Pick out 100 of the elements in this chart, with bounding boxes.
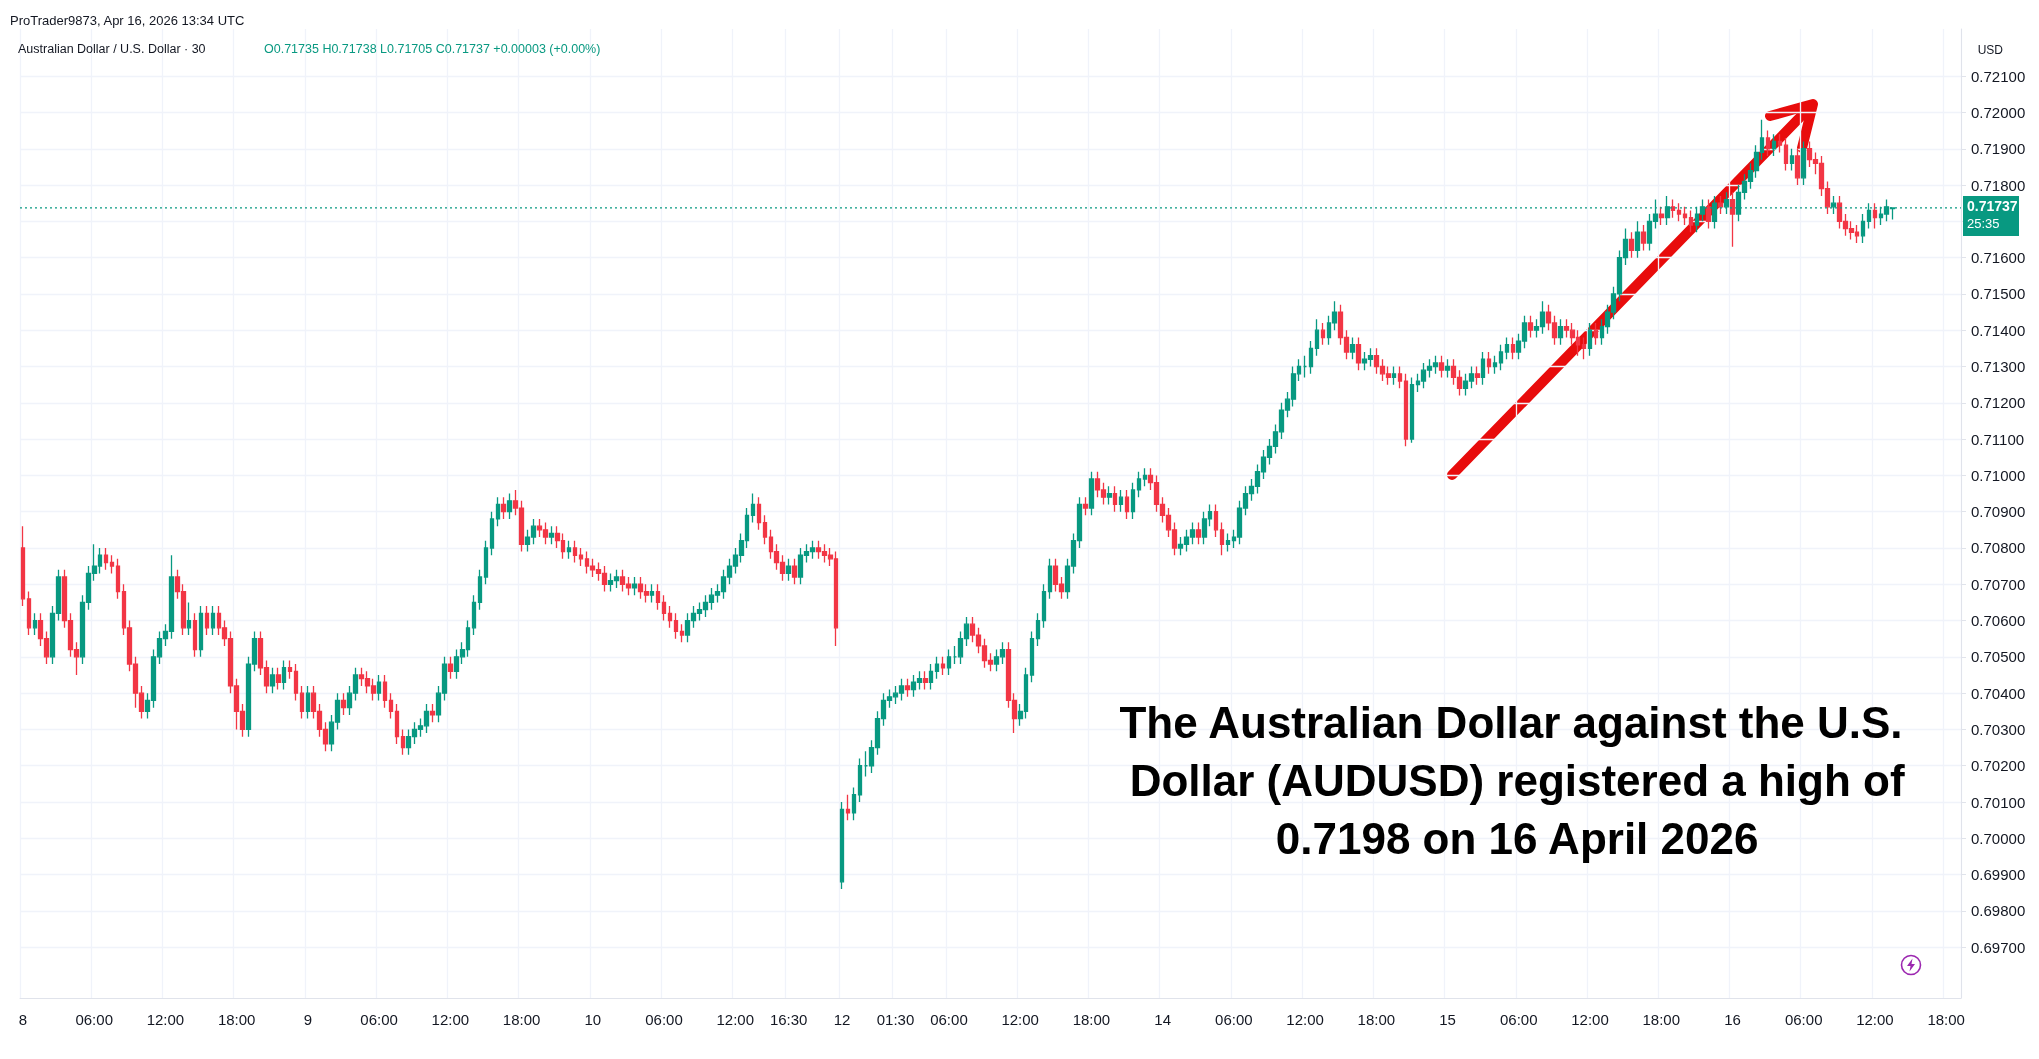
candlestick [1492,354,1498,375]
candlestick [1688,209,1694,233]
candlestick [1112,485,1118,513]
x-tick-label: 16 [1724,1011,1741,1028]
candlestick [32,612,38,636]
candlestick [275,667,282,691]
y-tick-label: 0.71200 [1971,394,2026,412]
candlestick [429,703,436,723]
x-tick-label: 12:00 [716,1011,755,1028]
y-tick-label: 0.70400 [1971,684,2026,702]
x-tick-label: 12:00 [146,1011,185,1028]
x-tick-label: 18:00 [1072,1011,1111,1028]
candlestick [192,612,198,658]
candlestick [1391,365,1397,386]
candlestick [922,670,929,691]
candlestick [1444,358,1451,379]
candlestick [1640,224,1647,252]
candlestick [845,794,851,821]
candlestick [1213,503,1219,538]
candlestick [1789,148,1795,172]
x-tick-label: 12:00 [1286,1011,1324,1028]
x-tick-label: 12:00 [431,1011,470,1028]
candlestick [1355,336,1362,371]
candlestick [287,659,293,680]
candlestick [934,656,940,680]
y-tick-label: 0.71500 [1971,285,2026,303]
candlestick [1035,612,1041,647]
x-tick-label: 10 [584,1011,602,1028]
candlestick [1860,213,1866,244]
candlestick [785,558,792,582]
y-tick-label: 0.70500 [1971,648,2026,666]
ref-line-label: 0.71737 [1967,197,2018,214]
candlestick [1705,198,1712,230]
candlestick [281,659,287,691]
candlestick [293,663,299,702]
candlestick [1628,231,1635,259]
annotation: O0.71735 H0.71738 L0.71705 C0.71737 +0.00003 (+0.00%) [264,41,601,56]
y-axis-title: USD [1977,43,2004,57]
candlestick [791,558,798,585]
candlestick [572,540,578,564]
candlestick [673,612,679,640]
y-tick-label: 0.70000 [1971,829,2026,847]
x-tick-label: 9 [303,1011,313,1028]
y-tick-label: 0.70200 [1971,757,2026,775]
y-tick-label: 0.71100 [1971,430,2025,448]
candlestick [1142,467,1148,487]
candlestick [1088,471,1095,516]
candlestick [1593,322,1599,346]
y-tick-label: 0.70100 [1971,793,2026,811]
candlestick [483,540,489,585]
y-tick-label: 0.70900 [1971,503,2026,521]
x-tick-label: 06:00 [1500,1011,1538,1028]
text: ProTrader9873, Apr 16, 2026 13:34 UTC [10,13,245,28]
candlestick [26,590,32,636]
candlestick [762,514,768,545]
candlestick [210,605,216,636]
candlestick [186,601,192,636]
candlestick [1302,354,1308,379]
candlestick [1510,336,1516,360]
y-tick-label: 0.69700 [1971,938,2026,956]
candlestick [1557,318,1564,346]
candlestick [1729,191,1736,248]
x-tick-label: 18:00 [217,1011,256,1028]
candlestick [495,496,501,527]
x-tick-label: 18:00 [502,1011,541,1028]
text: 25:35 [1967,215,2000,231]
y-tick-label: 0.70800 [1971,539,2026,557]
x-tick-label: 01:30 [876,1011,915,1028]
candlestick [1670,198,1676,219]
y-tick-label: 0.72100 [1971,67,2026,85]
x-tick-label: 18:00 [1642,1011,1681,1028]
x-tick-label: 18:00 [1357,1011,1396,1028]
candlestick [904,677,911,698]
x-tick-label: 16:30 [769,1011,808,1028]
candlestick [649,583,655,604]
candlestick [928,663,934,691]
candlestick [1124,489,1130,520]
y-tick-label: 0.70300 [1971,720,2026,738]
candlestick [1682,206,1688,226]
candlestick [1872,202,1878,230]
candlestick [1438,354,1445,379]
candlestick [382,674,388,709]
candlestick [1403,373,1409,448]
candlestick [548,525,555,545]
y-tick-label: 0.71400 [1971,321,2026,339]
candlestick [679,623,685,643]
x-tick-label: 12 [833,1011,851,1028]
candlestick [1794,148,1801,186]
annotation: The Australian Dollar against the U.S. Dollar (AUDUSD) registered a high of 0.7198 on 16 April 2026 [1117,697,1905,863]
candlestick [1349,336,1356,360]
candlestick [20,525,26,607]
candlestick [1314,318,1320,357]
x-tick-label: 06:00 [1215,1011,1253,1028]
x-tick-label: 12:00 [1001,1011,1039,1028]
y-tick-label: 0.71800 [1971,176,2026,194]
candlestick [489,511,495,556]
candlestick [756,496,762,531]
candlestick [857,757,863,803]
candlestick [1136,471,1142,498]
x-tick-label: 15 [1439,1011,1456,1028]
